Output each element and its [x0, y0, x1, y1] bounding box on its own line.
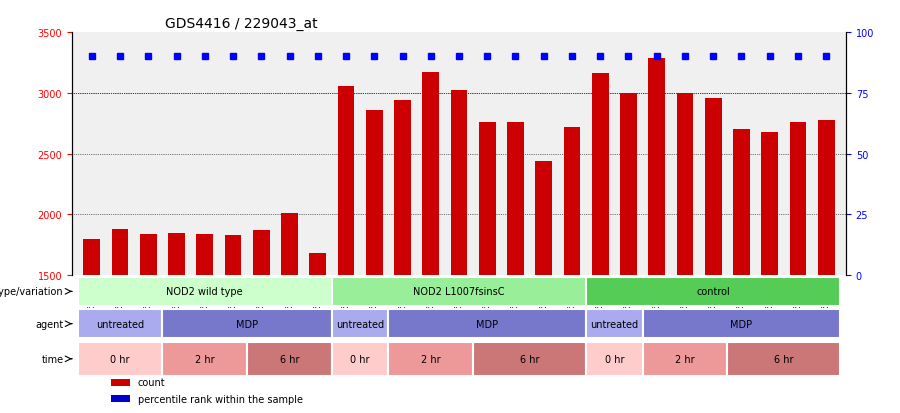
- Bar: [111, 395, 130, 402]
- Text: NOD2 L1007fsinsC: NOD2 L1007fsinsC: [413, 287, 505, 297]
- Bar: [332, 309, 389, 339]
- Bar: [365, 111, 382, 413]
- Bar: [536, 161, 553, 413]
- Bar: [620, 94, 637, 413]
- Text: 0 hr: 0 hr: [111, 354, 130, 364]
- Text: control: control: [697, 287, 730, 297]
- Text: 2 hr: 2 hr: [421, 354, 441, 364]
- Bar: [761, 133, 778, 413]
- Bar: [162, 342, 248, 376]
- Bar: [586, 342, 643, 376]
- Bar: [733, 130, 750, 413]
- Bar: [310, 254, 326, 413]
- Text: 0 hr: 0 hr: [350, 354, 370, 364]
- Text: NOD2 wild type: NOD2 wild type: [166, 287, 243, 297]
- Bar: [224, 235, 241, 413]
- Bar: [507, 123, 524, 413]
- Text: genotype/variation: genotype/variation: [0, 287, 64, 297]
- Text: 2 hr: 2 hr: [675, 354, 695, 364]
- Text: 6 hr: 6 hr: [520, 354, 539, 364]
- Text: MDP: MDP: [236, 319, 258, 329]
- Bar: [162, 309, 332, 339]
- Bar: [451, 91, 467, 413]
- Bar: [112, 229, 129, 413]
- Text: untreated: untreated: [590, 319, 638, 329]
- Bar: [705, 98, 722, 413]
- Bar: [818, 120, 834, 413]
- Bar: [168, 233, 185, 413]
- Text: untreated: untreated: [96, 319, 144, 329]
- Bar: [248, 342, 332, 376]
- Text: agent: agent: [35, 319, 64, 329]
- Text: GDS4416 / 229043_at: GDS4416 / 229043_at: [165, 17, 318, 31]
- Bar: [643, 342, 727, 376]
- Bar: [332, 277, 586, 306]
- Bar: [592, 74, 608, 413]
- Bar: [789, 123, 806, 413]
- Bar: [140, 234, 157, 413]
- Bar: [563, 128, 580, 413]
- Bar: [253, 230, 270, 413]
- Bar: [84, 239, 100, 413]
- Bar: [111, 379, 130, 386]
- Text: untreated: untreated: [336, 319, 384, 329]
- Bar: [281, 214, 298, 413]
- Text: percentile rank within the sample: percentile rank within the sample: [138, 394, 302, 404]
- Bar: [332, 342, 389, 376]
- Bar: [473, 342, 586, 376]
- Bar: [338, 86, 355, 413]
- Bar: [389, 309, 586, 339]
- Bar: [586, 277, 841, 306]
- Text: 6 hr: 6 hr: [774, 354, 794, 364]
- Text: 2 hr: 2 hr: [195, 354, 214, 364]
- Bar: [479, 123, 496, 413]
- Bar: [394, 101, 411, 413]
- Bar: [643, 309, 841, 339]
- Bar: [196, 234, 213, 413]
- Bar: [389, 342, 473, 376]
- Text: time: time: [41, 354, 64, 364]
- Text: 6 hr: 6 hr: [280, 354, 300, 364]
- Bar: [77, 342, 162, 376]
- Bar: [422, 72, 439, 413]
- Text: MDP: MDP: [731, 319, 752, 329]
- Bar: [727, 342, 841, 376]
- Text: MDP: MDP: [476, 319, 499, 329]
- Bar: [586, 309, 643, 339]
- Bar: [648, 59, 665, 413]
- Text: count: count: [138, 377, 166, 387]
- Text: 0 hr: 0 hr: [605, 354, 624, 364]
- Bar: [77, 277, 332, 306]
- Bar: [77, 309, 162, 339]
- Bar: [677, 94, 694, 413]
